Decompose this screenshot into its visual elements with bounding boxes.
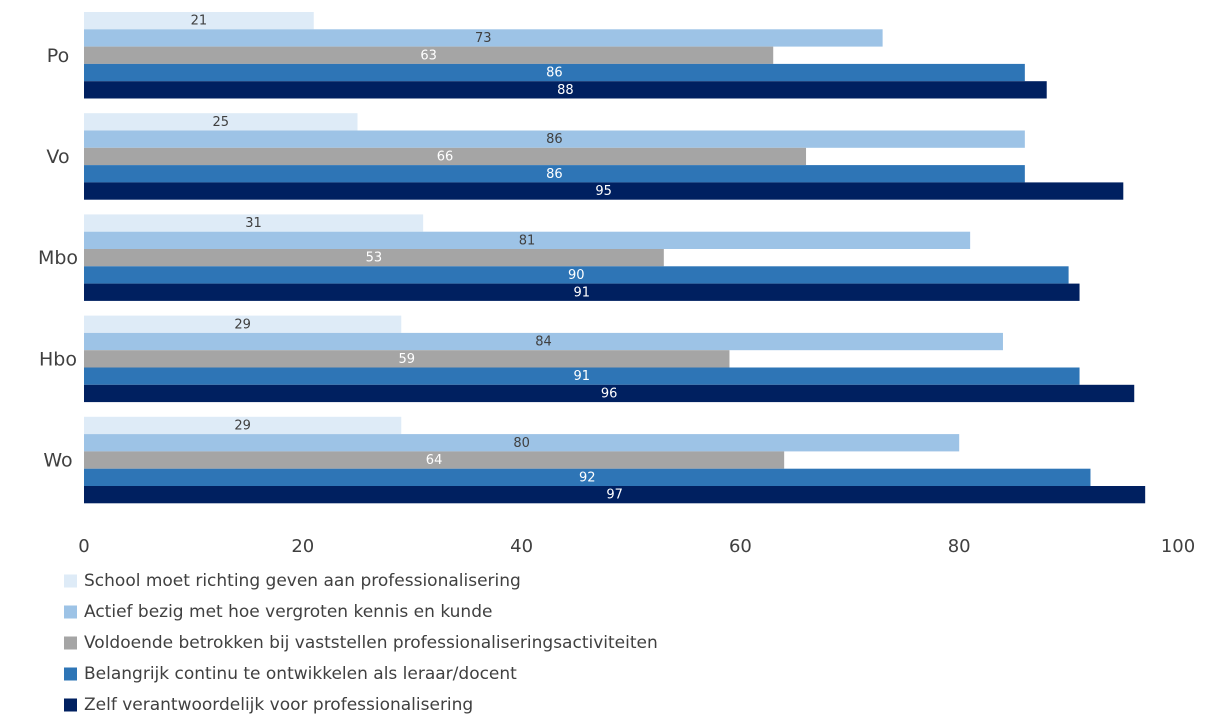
category-label-mbo: Mbo bbox=[38, 247, 78, 269]
legend-label-3: Voldoende betrokken bij vaststellen prof… bbox=[84, 633, 658, 653]
data-label-po-series-3: 63 bbox=[420, 48, 437, 63]
bar-po-series-4 bbox=[84, 63, 1025, 82]
legend-swatch-1 bbox=[64, 574, 77, 588]
bar-mbo-series-1 bbox=[84, 214, 424, 232]
bar-vo-series-4 bbox=[84, 165, 1025, 183]
data-label-hbo-series-3: 59 bbox=[398, 352, 415, 367]
data-label-hbo-series-2: 84 bbox=[535, 335, 552, 350]
x-tick-label-80: 80 bbox=[948, 536, 971, 557]
data-label-wo-series-4: 92 bbox=[579, 470, 596, 485]
category-labels: Po Vo Mbo Hbo Wo bbox=[38, 45, 78, 472]
data-label-mbo-series-3: 53 bbox=[366, 251, 383, 266]
bar-hbo-series-2 bbox=[84, 332, 1003, 351]
data-label-vo-series-1: 25 bbox=[212, 115, 229, 130]
category-label-hbo: Hbo bbox=[39, 348, 77, 370]
bar-vo-series-5 bbox=[84, 182, 1124, 200]
bar-po-series-1 bbox=[84, 12, 314, 30]
legend-label-2: Actief bezig met hoe vergroten kennis en… bbox=[84, 602, 492, 622]
legend-label-1: School moet richting geven aan professio… bbox=[84, 571, 521, 591]
bar-wo-series-2 bbox=[84, 434, 960, 452]
data-label-po-series-5: 88 bbox=[557, 83, 574, 98]
bar-hbo-series-5 bbox=[84, 384, 1135, 403]
bar-hbo-series-1 bbox=[84, 315, 402, 333]
bar-mbo-series-4 bbox=[84, 266, 1069, 284]
data-label-hbo-series-1: 29 bbox=[234, 317, 251, 332]
data-label-wo-series-3: 64 bbox=[426, 453, 443, 468]
legend-swatch-5 bbox=[64, 698, 77, 712]
bar-vo-series-2 bbox=[84, 130, 1025, 148]
legend-label-5: Zelf verantwoordelijk voor professionali… bbox=[84, 695, 473, 715]
x-tick-label-60: 60 bbox=[729, 536, 752, 557]
data-label-vo-series-4: 86 bbox=[546, 167, 563, 182]
bar-hbo-series-3 bbox=[84, 350, 730, 368]
legend-label-4: Belangrijk continu te ontwikkelen als le… bbox=[84, 664, 517, 684]
data-label-hbo-series-4: 91 bbox=[573, 369, 590, 384]
bars-layer: 21 73 63 86 88 25 86 66 86 95 31 81 53 90 91 29 84 59 91 96… bbox=[84, 12, 1146, 504]
category-label-vo: Vo bbox=[46, 146, 69, 168]
legend-swatch-3 bbox=[64, 636, 77, 650]
x-tick-label-20: 20 bbox=[291, 536, 314, 557]
data-label-mbo-series-4: 90 bbox=[568, 268, 585, 283]
bar-hbo-series-4 bbox=[84, 367, 1080, 385]
data-label-mbo-series-1: 31 bbox=[245, 216, 262, 231]
bar-po-series-3 bbox=[84, 46, 774, 64]
data-label-po-series-4: 86 bbox=[546, 66, 563, 81]
data-label-hbo-series-5: 96 bbox=[601, 386, 618, 401]
bar-wo-series-1 bbox=[84, 416, 402, 435]
data-label-wo-series-5: 97 bbox=[606, 488, 623, 503]
data-label-mbo-series-2: 81 bbox=[519, 233, 536, 248]
x-tick-label-40: 40 bbox=[510, 536, 533, 557]
x-tick-label-100: 100 bbox=[1161, 536, 1195, 557]
bar-mbo-series-3 bbox=[84, 249, 664, 267]
x-tick-label-0: 0 bbox=[78, 536, 89, 557]
legend-swatch-2 bbox=[64, 605, 77, 619]
bar-vo-series-3 bbox=[84, 147, 807, 166]
bar-vo-series-1 bbox=[84, 113, 358, 131]
data-label-vo-series-3: 66 bbox=[437, 149, 454, 164]
legend: School moet richting geven aan professio… bbox=[64, 571, 658, 715]
bar-wo-series-5 bbox=[84, 486, 1146, 504]
category-label-po: Po bbox=[47, 45, 69, 67]
legend-swatch-4 bbox=[64, 667, 77, 681]
data-label-vo-series-2: 86 bbox=[546, 132, 563, 147]
data-label-wo-series-1: 29 bbox=[234, 418, 251, 433]
data-label-po-series-2: 73 bbox=[475, 31, 492, 46]
bar-po-series-5 bbox=[84, 81, 1047, 99]
data-label-po-series-1: 21 bbox=[191, 14, 208, 29]
bar-mbo-series-2 bbox=[84, 231, 971, 249]
data-label-mbo-series-5: 91 bbox=[573, 285, 590, 300]
bar-po-series-2 bbox=[84, 29, 883, 47]
bar-wo-series-3 bbox=[84, 451, 785, 469]
data-label-wo-series-2: 80 bbox=[513, 436, 530, 451]
category-label-wo: Wo bbox=[43, 450, 72, 472]
data-label-vo-series-5: 95 bbox=[595, 184, 612, 199]
x-axis-tick-labels: 0 20 40 60 80 100 bbox=[78, 536, 1195, 557]
bar-mbo-series-5 bbox=[84, 283, 1080, 301]
bar-wo-series-4 bbox=[84, 468, 1091, 486]
